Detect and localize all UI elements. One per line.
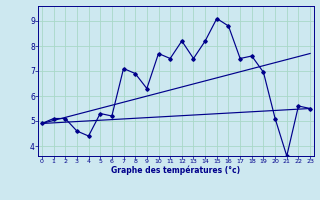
X-axis label: Graphe des températures (°c): Graphe des températures (°c): [111, 166, 241, 175]
